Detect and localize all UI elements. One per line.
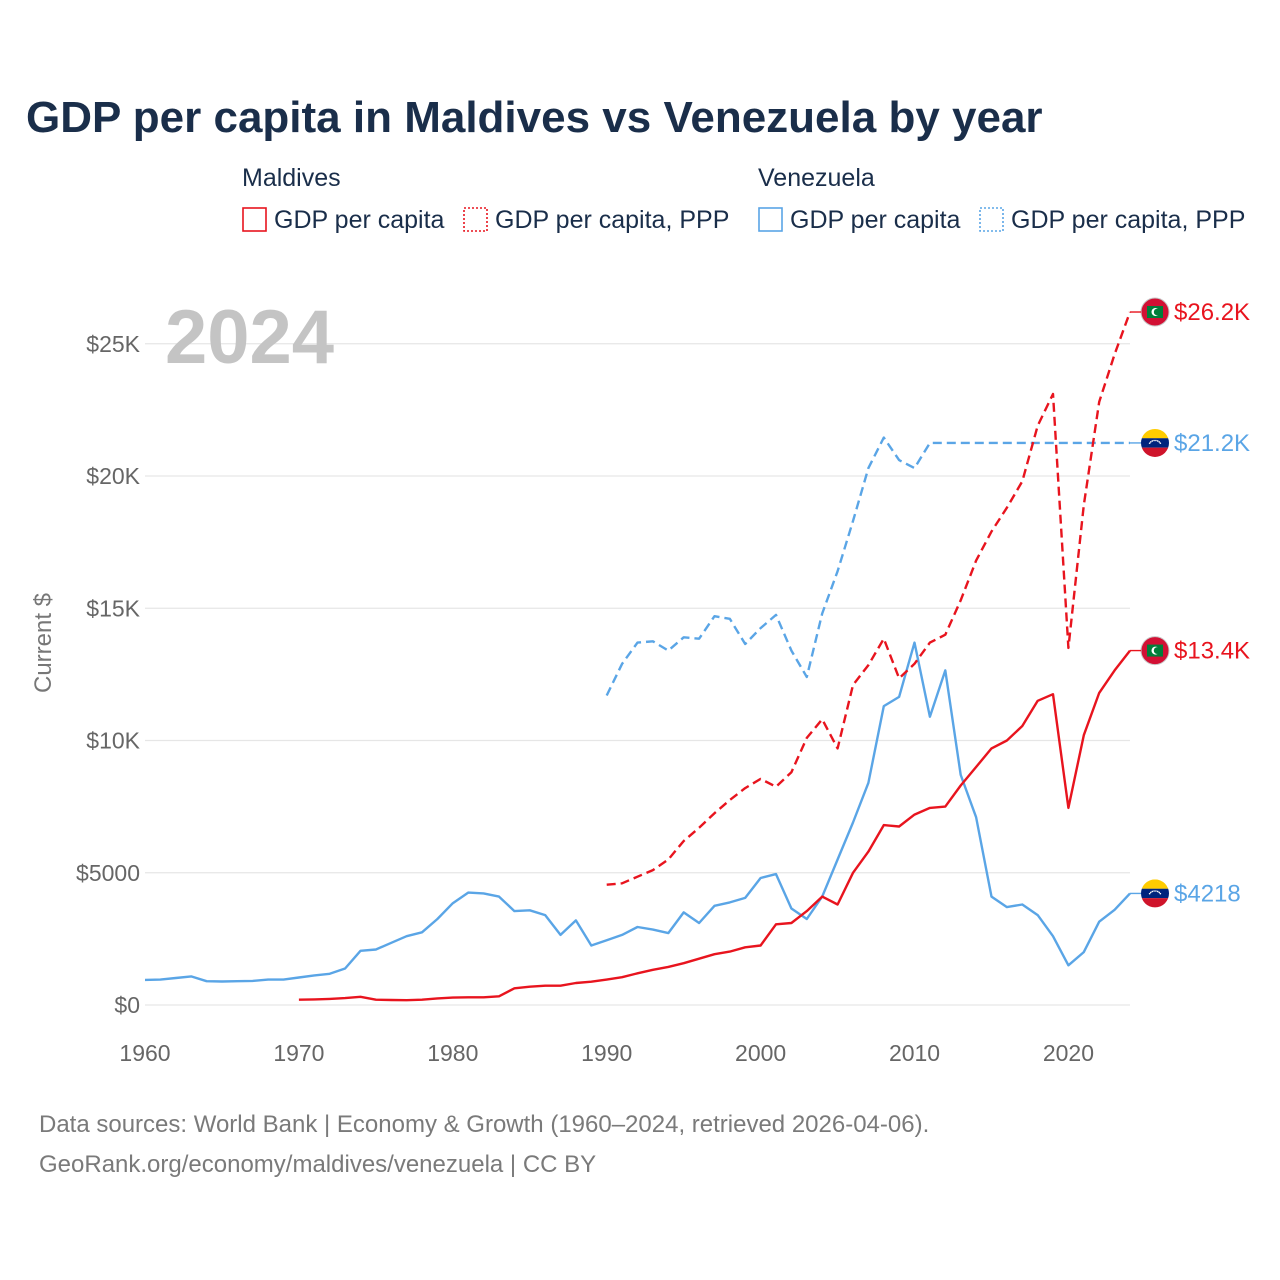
end-markers: $26.2K $21.2K $13.4K $4218 <box>1130 297 1250 908</box>
grid <box>145 343 1130 1006</box>
series-lines <box>144 311 1132 1002</box>
maldives-gdp-line <box>298 649 1131 1002</box>
legend-label-maldives-ppp: GDP per capita, PPP <box>495 206 729 234</box>
legend-swatch-maldives-gdp <box>242 207 267 232</box>
year-watermark: 2024 <box>165 295 334 380</box>
x-axis-ticks: 1960 1970 1980 1990 2000 2010 2020 <box>119 1040 1094 1066</box>
venezuela-flag-icon <box>1141 428 1169 457</box>
legend-label-venezuela-ppp: GDP per capita, PPP <box>1011 206 1245 234</box>
venezuela-flag-icon <box>1141 879 1169 908</box>
source-line-1: Data sources: World Bank | Economy & Gro… <box>39 1111 929 1138</box>
legend-label-maldives-gdp: GDP per capita <box>274 206 445 234</box>
y-axis-ticks: $0 $5000 $10K $15K $20K $25K <box>76 331 141 1018</box>
y-tick-label: $10K <box>86 728 140 754</box>
source-line-2[interactable]: GeoRank.org/economy/maldives/venezuela |… <box>39 1151 596 1178</box>
maldives-flag-icon <box>1140 297 1170 327</box>
maldives-gdp-end-marker: $13.4K <box>1130 636 1250 666</box>
legend-label-venezuela-gdp: GDP per capita <box>790 206 961 234</box>
legend-swatch-maldives-ppp <box>463 207 488 232</box>
x-tick-label: 2000 <box>735 1040 786 1066</box>
venezuela-ppp-end-marker: $21.2K <box>1130 428 1250 457</box>
x-tick-label: 1990 <box>581 1040 632 1066</box>
chart-title: GDP per capita in Maldives vs Venezuela … <box>26 93 1043 142</box>
venezuela-ppp-end-label: $21.2K <box>1174 430 1250 457</box>
venezuela-gdp-line <box>144 641 1131 983</box>
y-tick-label: $20K <box>86 463 140 489</box>
venezuela-ppp-line <box>605 436 1130 697</box>
legend-group-maldives: Maldives <box>242 164 341 192</box>
x-tick-label: 2020 <box>1043 1040 1094 1066</box>
maldives-ppp-end-label: $26.2K <box>1174 299 1250 326</box>
maldives-ppp-line <box>606 311 1132 886</box>
legend-swatch-venezuela-gdp <box>758 207 783 232</box>
legend-swatch-venezuela-ppp <box>979 207 1004 232</box>
y-axis-label: Current $ <box>30 593 57 693</box>
legend-group-venezuela: Venezuela <box>758 164 875 192</box>
y-tick-label: $15K <box>86 595 140 621</box>
venezuela-gdp-end-marker: $4218 <box>1130 879 1241 908</box>
maldives-ppp-end-marker: $26.2K <box>1130 297 1250 327</box>
maldives-gdp-end-label: $13.4K <box>1174 638 1250 665</box>
venezuela-gdp-end-label: $4218 <box>1174 880 1241 907</box>
x-tick-label: 2010 <box>889 1040 940 1066</box>
y-tick-label: $0 <box>114 992 140 1018</box>
y-tick-label: $25K <box>86 331 140 357</box>
y-tick-label: $5000 <box>76 860 140 886</box>
legend: Maldives Venezuela GDP per capita GDP pe… <box>242 164 1245 234</box>
maldives-flag-icon <box>1140 636 1170 666</box>
x-tick-label: 1980 <box>427 1040 478 1066</box>
x-tick-label: 1960 <box>119 1040 170 1066</box>
x-tick-label: 1970 <box>273 1040 324 1066</box>
